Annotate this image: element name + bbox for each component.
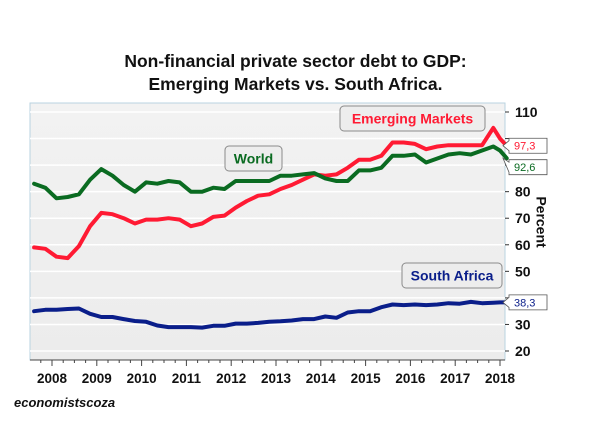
xtick-label-2013: 2013	[261, 371, 292, 386]
annotation-label: South Africa	[411, 268, 494, 284]
xtick-label-2014: 2014	[306, 371, 337, 386]
xtick-label-2016: 2016	[395, 371, 426, 386]
y-axis-label: Percent	[533, 196, 550, 248]
chart-title-line1: Non-financial private sector debt to GDP…	[124, 51, 467, 71]
ytick-label-20: 20	[515, 343, 531, 359]
xtick-label-2009: 2009	[82, 371, 112, 386]
value-tag-label: 92,6	[514, 162, 535, 174]
xtick-label-2015: 2015	[351, 371, 382, 386]
annotation-emerging-markets: Emerging Markets	[339, 105, 486, 132]
value-tag-box	[502, 137, 548, 154]
value-tag-world: 92,6	[502, 157, 548, 176]
ytick-label-80: 80	[515, 184, 531, 200]
annotation-box	[339, 105, 486, 132]
ytick-label-70: 70	[515, 210, 531, 226]
annotation-label: Emerging Markets	[352, 111, 474, 127]
series-line-world	[32, 144, 509, 201]
xtick-label-2008: 2008	[37, 371, 68, 386]
xtick-label-2017: 2017	[440, 371, 470, 386]
value-tag-label: 97,3	[514, 141, 535, 153]
chart-title: Non-financial private sector debt to GDP…	[0, 50, 591, 96]
x-axis: 2008 2009 2010 2011 2012 2013 2014 2015 2016 2017…	[30, 359, 516, 386]
value-tag-emerging-markets: 97,3	[502, 137, 548, 154]
ytick-label-30: 30	[515, 316, 531, 332]
series-annotations: Emerging Markets World South Africa	[224, 105, 503, 289]
annotation-box	[224, 145, 283, 172]
source-credit: economistscoza	[14, 395, 116, 410]
series-line-south-africa	[32, 299, 509, 330]
annotation-south-africa: South Africa	[401, 262, 503, 289]
xtick-label-2010: 2010	[127, 371, 157, 386]
ytick-label-110: 110	[515, 104, 538, 120]
value-tag-south-africa: 38,3	[502, 294, 548, 311]
annotation-box	[401, 262, 503, 289]
series-lines	[32, 125, 509, 330]
series-line-emerging-markets	[32, 125, 509, 261]
y-axis: 20 30 50 60 70 80 110	[505, 104, 538, 359]
annotation-label: World	[234, 151, 273, 167]
last-value-tags: 97,3 92,6 38,3	[502, 137, 548, 311]
xtick-label-2012: 2012	[216, 371, 246, 386]
xtick-label-2018: 2018	[485, 371, 516, 386]
chart-title-line2: Emerging Markets vs. South Africa.	[148, 74, 443, 94]
xtick-label-2011: 2011	[172, 371, 202, 386]
ytick-label-60: 60	[515, 237, 531, 253]
value-tag-label: 38,3	[514, 297, 535, 309]
value-tag-box	[502, 294, 548, 311]
value-tag-box	[502, 157, 548, 176]
ytick-label-50: 50	[515, 263, 531, 279]
annotation-world: World	[224, 145, 283, 172]
